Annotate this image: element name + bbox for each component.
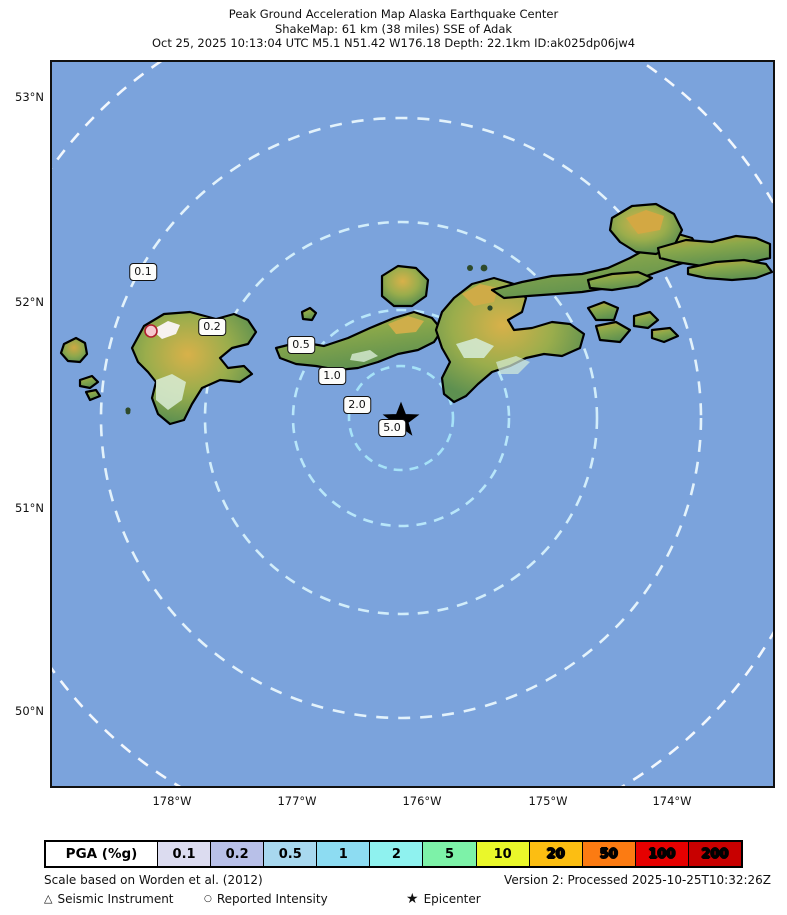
key-epicenter: ★ Epicenter bbox=[406, 892, 481, 906]
key-reported-intensity-label: Reported Intensity bbox=[216, 892, 328, 906]
landmass-group bbox=[59, 202, 773, 426]
version-info: Version 2: Processed 2025-10-25T10:32:26… bbox=[504, 873, 771, 887]
islet-dot-2 bbox=[480, 264, 488, 272]
island-ne-strip-2 bbox=[686, 258, 773, 282]
island-ne-strip-1 bbox=[656, 234, 772, 268]
contour-label-0.1: 0.1 bbox=[129, 263, 157, 281]
lat-tick-2: 51°N bbox=[15, 501, 44, 515]
contour-label-2.0: 2.0 bbox=[343, 396, 371, 414]
map-title-block: Peak Ground Acceleration Map Alaska Eart… bbox=[0, 7, 787, 51]
legend-level-200: 200 bbox=[688, 842, 742, 866]
lat-tick-1: 52°N bbox=[15, 295, 44, 309]
islet-dot-4 bbox=[467, 265, 473, 271]
contour-label-5.0: 5.0 bbox=[378, 419, 406, 437]
pga-contours bbox=[52, 62, 773, 786]
islet-east-2 bbox=[594, 320, 632, 344]
island-ne-strip-3 bbox=[586, 270, 654, 292]
islet-east-3 bbox=[632, 310, 660, 330]
seismic-station-marker[interactable] bbox=[144, 324, 158, 338]
islet-dot-3 bbox=[487, 305, 493, 311]
title-line-3: Oct 25, 2025 10:13:04 UTC M5.1 N51.42 W1… bbox=[151, 36, 636, 51]
contour-label-0.5: 0.5 bbox=[287, 336, 315, 354]
legend-level-0.2: 0.2 bbox=[211, 842, 265, 866]
legend-level-50: 50 bbox=[582, 842, 636, 866]
star-icon: ★ bbox=[406, 891, 419, 907]
legend-level-1: 1 bbox=[317, 842, 371, 866]
islet-sw-2 bbox=[84, 388, 102, 402]
title-line-2: ShakeMap: 61 km (38 miles) SSE of Adak bbox=[274, 21, 513, 36]
legend-level-100: 100 bbox=[635, 842, 689, 866]
legend-level-20: 20 bbox=[529, 842, 583, 866]
legend-level-5: 5 bbox=[423, 842, 477, 866]
scale-credit: Scale based on Worden et al. (2012) bbox=[44, 873, 263, 887]
islet-sw-1 bbox=[78, 374, 100, 390]
contour-label-0.2: 0.2 bbox=[198, 318, 226, 336]
circle-icon: ○ bbox=[204, 894, 212, 904]
triangle-icon: △ bbox=[44, 892, 53, 905]
title-line-1: Peak Ground Acceleration Map Alaska Eart… bbox=[228, 7, 559, 21]
map-graphics bbox=[52, 62, 773, 786]
legend-level-0.1: 0.1 bbox=[158, 842, 212, 866]
lon-tick-4: 174°W bbox=[652, 794, 692, 808]
lon-tick-3: 175°W bbox=[528, 794, 568, 808]
lon-tick-1: 177°W bbox=[277, 794, 317, 808]
key-epicenter-label: Epicenter bbox=[423, 892, 481, 906]
islet-east-1 bbox=[586, 300, 620, 322]
key-seismic-instrument-label: Seismic Instrument bbox=[57, 892, 174, 906]
legend-header: PGA (%g) bbox=[46, 842, 158, 866]
lon-tick-2: 176°W bbox=[402, 794, 442, 808]
ocean-background bbox=[52, 62, 773, 786]
lon-tick-0: 178°W bbox=[152, 794, 192, 808]
legend-level-2: 2 bbox=[370, 842, 424, 866]
island-great-sitkin bbox=[380, 264, 430, 308]
key-seismic-instrument: △ Seismic Instrument bbox=[44, 892, 174, 906]
key-reported-intensity: ○ Reported Intensity bbox=[204, 892, 328, 906]
lat-tick-0: 53°N bbox=[15, 90, 44, 104]
map-footer: Scale based on Worden et al. (2012) Vers… bbox=[0, 873, 787, 915]
pga-legend: PGA (%g) 0.1 0.2 0.5 1 2 5 10 20 50 100 200 bbox=[44, 840, 743, 868]
island-atka bbox=[434, 276, 586, 404]
islet-dot-5 bbox=[125, 409, 131, 415]
islet-east-4 bbox=[650, 326, 680, 344]
contour-label-1.0: 1.0 bbox=[318, 367, 346, 385]
legend-level-10: 10 bbox=[476, 842, 530, 866]
lat-tick-3: 50°N bbox=[15, 704, 44, 718]
islet-north-1 bbox=[300, 306, 318, 322]
legend-level-0.5: 0.5 bbox=[264, 842, 318, 866]
island-west-small bbox=[59, 336, 89, 364]
